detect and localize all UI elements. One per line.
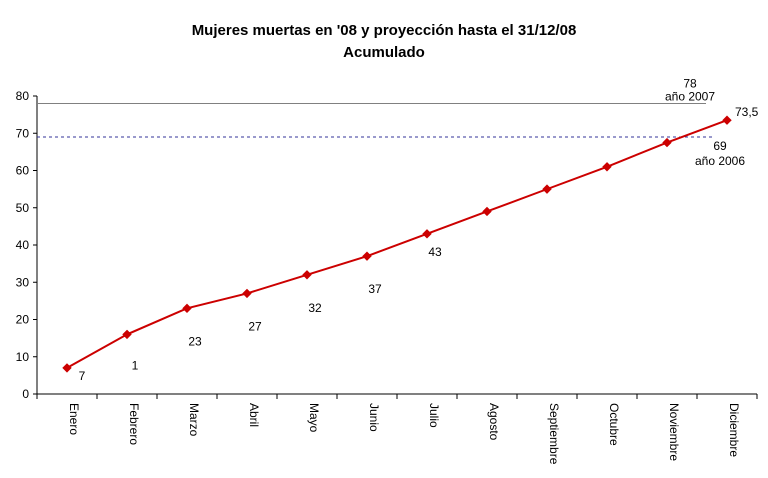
data-point — [482, 206, 492, 217]
y-tick-label: 40 — [16, 238, 30, 252]
data-label: 7 — [79, 369, 86, 383]
data-point — [422, 229, 432, 239]
y-tick-label: 80 — [16, 89, 30, 103]
chart-subtitle: Acumulado — [343, 44, 425, 61]
y-tick-label: 0 — [22, 387, 29, 401]
data-point — [542, 184, 552, 194]
data-point — [602, 162, 612, 172]
y-tick-label: 70 — [16, 126, 30, 140]
x-tick-label: Noviembre — [667, 403, 681, 461]
x-tick-label: Febrero — [127, 403, 141, 445]
reference-line-value: 69 — [713, 139, 727, 153]
series-line — [66, 119, 728, 369]
y-tick-label: 50 — [16, 201, 30, 215]
x-tick-label: Enero — [67, 403, 81, 435]
y-tick-label: 10 — [16, 350, 30, 364]
x-tick-label: Agosto — [487, 403, 501, 441]
x-tick-label: Mayo — [307, 403, 321, 433]
data-point — [242, 288, 252, 299]
data-label: 43 — [428, 245, 442, 259]
y-tick-label: 60 — [16, 164, 30, 178]
x-tick-label: Junio — [367, 403, 381, 432]
y-tick-label: 20 — [16, 313, 30, 327]
data-point — [362, 251, 372, 261]
x-tick-label: Abril — [247, 403, 261, 427]
chart-title: Mujeres muertas en '08 y proyección hast… — [191, 22, 577, 39]
data-point — [662, 137, 672, 148]
x-tick-label: Octubre — [607, 403, 621, 446]
reference-line-label: año 2006 — [695, 154, 745, 168]
x-tick-label: Diciembre — [727, 403, 741, 457]
data-label: 23 — [188, 334, 202, 348]
data-label: 27 — [248, 319, 262, 333]
data-point — [722, 115, 732, 125]
y-tick-label: 30 — [16, 275, 30, 289]
x-tick-label: Marzo — [187, 403, 201, 437]
data-label: 1 — [132, 358, 139, 372]
data-label: 73,5 — [735, 105, 759, 119]
reference-line-value: 78 — [683, 76, 697, 90]
x-tick-label: Julio — [427, 403, 441, 428]
data-point — [302, 270, 312, 280]
data-label: 32 — [308, 301, 322, 315]
x-tick-label: Septiembre — [547, 403, 561, 465]
data-point — [62, 363, 72, 373]
data-label: 37 — [368, 282, 382, 296]
data-point — [122, 329, 132, 340]
reference-line-label: año 2007 — [665, 89, 715, 103]
data-point — [182, 303, 192, 314]
